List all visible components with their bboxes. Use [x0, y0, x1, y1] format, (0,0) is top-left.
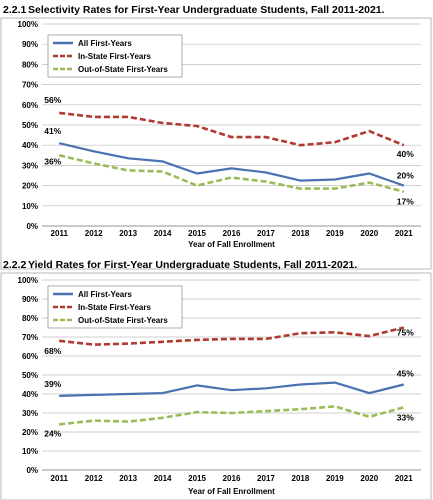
- x-tick-label: 2012: [85, 229, 103, 238]
- x-axis-label: Year of Fall Enrollment: [188, 240, 275, 249]
- legend-label: All First-Years: [78, 39, 132, 48]
- chart-number: 2.2.1: [3, 4, 27, 16]
- x-tick-label: 2020: [360, 474, 378, 483]
- x-tick-label: 2013: [119, 229, 137, 238]
- x-tick-label: 2021: [395, 229, 413, 238]
- y-tick-label: 20%: [22, 182, 38, 191]
- data-label: 45%: [397, 369, 414, 379]
- legend-label: Out-of-State First-Years: [78, 65, 168, 74]
- y-tick-label: 50%: [22, 121, 38, 130]
- x-tick-label: 2018: [292, 474, 310, 483]
- data-label: 33%: [397, 412, 414, 422]
- x-tick-label: 2014: [154, 229, 172, 238]
- data-label: 68%: [44, 346, 61, 356]
- chart-2: 2.2.2 Yield Rates for First-Year Undergra…: [0, 259, 432, 500]
- x-axis-label: Year of Fall Enrollment: [188, 487, 275, 496]
- y-tick-label: 10%: [22, 447, 38, 456]
- data-label: 24%: [44, 428, 61, 438]
- y-tick-label: 90%: [22, 40, 38, 49]
- y-tick-label: 100%: [18, 276, 38, 285]
- legend: All First-Years In-State First-Years Out-o…: [47, 285, 183, 329]
- series-line: [58, 154, 405, 193]
- legend: All First-Years In-State First-Years Out-o…: [47, 34, 183, 78]
- x-tick-label: 2020: [360, 229, 378, 238]
- x-tick-label: 2016: [223, 229, 241, 238]
- x-tick-label: 2021: [395, 474, 413, 483]
- y-tick-label: 70%: [22, 81, 38, 90]
- y-tick-label: 80%: [22, 314, 38, 323]
- y-tick-label: 100%: [18, 20, 38, 29]
- chart-1: 2.2.1 Selectivity Rates for First-Year Un…: [0, 4, 432, 270]
- y-tick-label: 90%: [22, 295, 38, 304]
- data-label: 41%: [44, 126, 61, 136]
- x-tick-label: 2012: [85, 474, 103, 483]
- chart-number: 2.2.2: [3, 259, 27, 271]
- series-line: [59, 405, 405, 426]
- y-tick-label: 60%: [22, 101, 38, 110]
- y-tick-label: 80%: [22, 60, 38, 69]
- legend-label: Out-of-State First-Years: [78, 316, 168, 325]
- legend-label: In-State First-Years: [78, 303, 151, 312]
- series-line: [59, 326, 405, 346]
- x-tick-label: 2016: [223, 474, 241, 483]
- y-tick-label: 60%: [22, 352, 38, 361]
- x-tick-label: 2015: [188, 474, 206, 483]
- series-line: [59, 381, 405, 397]
- data-label: 40%: [397, 149, 414, 159]
- y-tick-label: 30%: [22, 161, 38, 170]
- y-tick-label: 50%: [22, 371, 38, 380]
- legend-label: In-State First-Years: [78, 52, 151, 61]
- x-tick-label: 2015: [188, 229, 206, 238]
- x-tick-label: 2018: [292, 229, 310, 238]
- chart-title: Selectivity Rates for First-Year Undergr…: [28, 4, 385, 16]
- y-tick-label: 20%: [22, 428, 38, 437]
- x-tick-label: 2019: [326, 474, 344, 483]
- data-label: 36%: [44, 156, 61, 166]
- y-tick-label: 0%: [26, 466, 38, 475]
- data-label: 56%: [44, 95, 61, 105]
- x-tick-label: 2014: [154, 474, 172, 483]
- x-tick-label: 2017: [257, 474, 275, 483]
- x-tick-label: 2011: [51, 474, 69, 483]
- x-tick-label: 2011: [51, 229, 69, 238]
- data-label: 20%: [397, 171, 414, 181]
- y-tick-label: 40%: [22, 141, 38, 150]
- legend-label: All First-Years: [78, 290, 132, 299]
- x-tick-label: 2017: [257, 229, 275, 238]
- series-line: [59, 111, 405, 147]
- data-label: 75%: [397, 328, 414, 338]
- y-tick-label: 70%: [22, 333, 38, 342]
- x-tick-label: 2019: [326, 229, 344, 238]
- y-tick-label: 10%: [22, 202, 38, 211]
- data-label: 17%: [397, 197, 414, 207]
- y-tick-label: 0%: [26, 222, 38, 231]
- data-label: 39%: [44, 379, 61, 389]
- y-tick-label: 40%: [22, 390, 38, 399]
- x-tick-label: 2013: [119, 474, 137, 483]
- y-tick-label: 30%: [22, 409, 38, 418]
- series-line: [58, 142, 405, 187]
- chart-title: Yield Rates for First-Year Undergraduate…: [28, 259, 357, 271]
